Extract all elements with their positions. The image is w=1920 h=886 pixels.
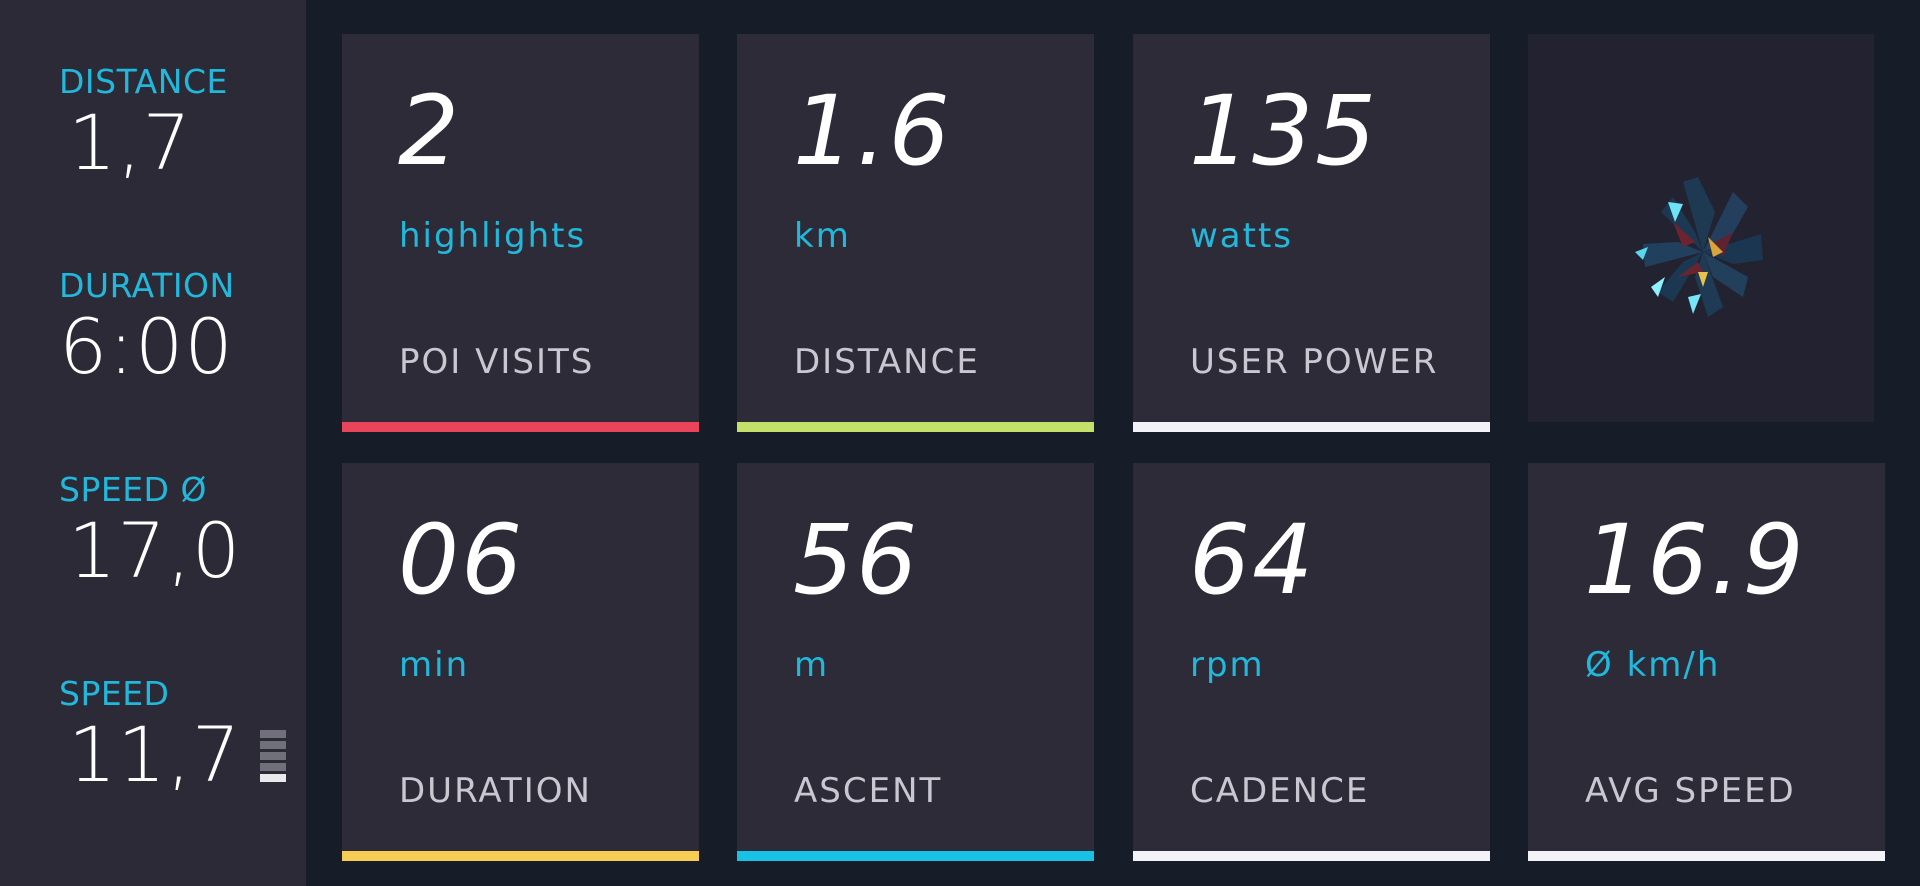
tile-crystal-art	[1528, 34, 1874, 422]
level-bar	[260, 774, 286, 782]
tile-value: 16.9	[1584, 504, 1806, 616]
tile-unit: watts	[1190, 216, 1294, 256]
sidebar-avg-speed-label: SPEED Ø	[59, 470, 207, 509]
tile-value: 56	[793, 504, 920, 616]
tile-accent-bar	[342, 851, 699, 861]
tile-unit: highlights	[399, 216, 587, 256]
sidebar-speed-value: 11,7	[68, 710, 242, 799]
tile-accent-bar	[1528, 851, 1885, 861]
tile-label: ASCENT	[794, 771, 943, 811]
tile-user-power[interactable]: 135 watts USER POWER	[1133, 34, 1490, 432]
tile-unit: Ø km/h	[1585, 645, 1721, 685]
level-bar	[260, 730, 286, 738]
sidebar-distance-value: 1,7	[68, 98, 192, 187]
tile-label: POI VISITS	[399, 342, 595, 382]
sidebar-avg-speed: SPEED Ø 17,0	[59, 470, 241, 592]
tile-unit: m	[794, 645, 830, 685]
level-bar	[260, 752, 286, 760]
sidebar-avg-speed-value: 17,0	[68, 506, 242, 595]
tile-avg-speed[interactable]: 16.9 Ø km/h AVG SPEED	[1528, 463, 1885, 861]
tile-accent-bar	[342, 422, 699, 432]
tile-label: DURATION	[399, 771, 592, 811]
tile-accent-bar	[737, 422, 1094, 432]
tile-distance[interactable]: 1.6 km DISTANCE	[737, 34, 1094, 432]
sidebar-duration-label: DURATION	[59, 266, 235, 305]
level-bar	[260, 741, 286, 749]
tile-ascent[interactable]: 56 m ASCENT	[737, 463, 1094, 861]
sidebar-duration: DURATION 6:00	[59, 266, 235, 388]
sidebar-distance: DISTANCE 1,7	[59, 62, 228, 184]
tile-value: 64	[1189, 504, 1316, 616]
sidebar-summary: DISTANCE 1,7 DURATION 6:00 SPEED Ø 17,0 …	[0, 0, 306, 886]
sidebar-speed: SPEED 11,7	[59, 674, 241, 796]
tile-label: DISTANCE	[794, 342, 980, 382]
tile-duration[interactable]: 06 min DURATION	[342, 463, 699, 861]
signal-level-icon	[260, 730, 286, 792]
crystal-flower-icon	[1635, 177, 1763, 317]
level-bar	[260, 763, 286, 771]
tile-value: 06	[398, 504, 525, 616]
tile-unit: min	[399, 645, 470, 685]
tile-value: 1.6	[793, 75, 952, 187]
tile-accent-bar	[1133, 422, 1490, 432]
tile-value: 135	[1189, 75, 1379, 187]
tile-accent-bar	[1133, 851, 1490, 861]
tile-unit: rpm	[1190, 645, 1265, 685]
tile-cadence[interactable]: 64 rpm CADENCE	[1133, 463, 1490, 861]
tile-label: AVG SPEED	[1585, 771, 1796, 811]
tile-unit: km	[794, 216, 851, 256]
tile-label: USER POWER	[1190, 342, 1439, 382]
tile-value: 2	[398, 75, 462, 187]
sidebar-distance-label: DISTANCE	[59, 62, 228, 101]
sidebar-speed-label: SPEED	[59, 674, 170, 713]
tile-label: CADENCE	[1190, 771, 1370, 811]
tile-poi-visits[interactable]: 2 highlights POI VISITS	[342, 34, 699, 432]
sidebar-duration-value: 6:00	[59, 302, 234, 391]
tile-accent-bar	[737, 851, 1094, 861]
